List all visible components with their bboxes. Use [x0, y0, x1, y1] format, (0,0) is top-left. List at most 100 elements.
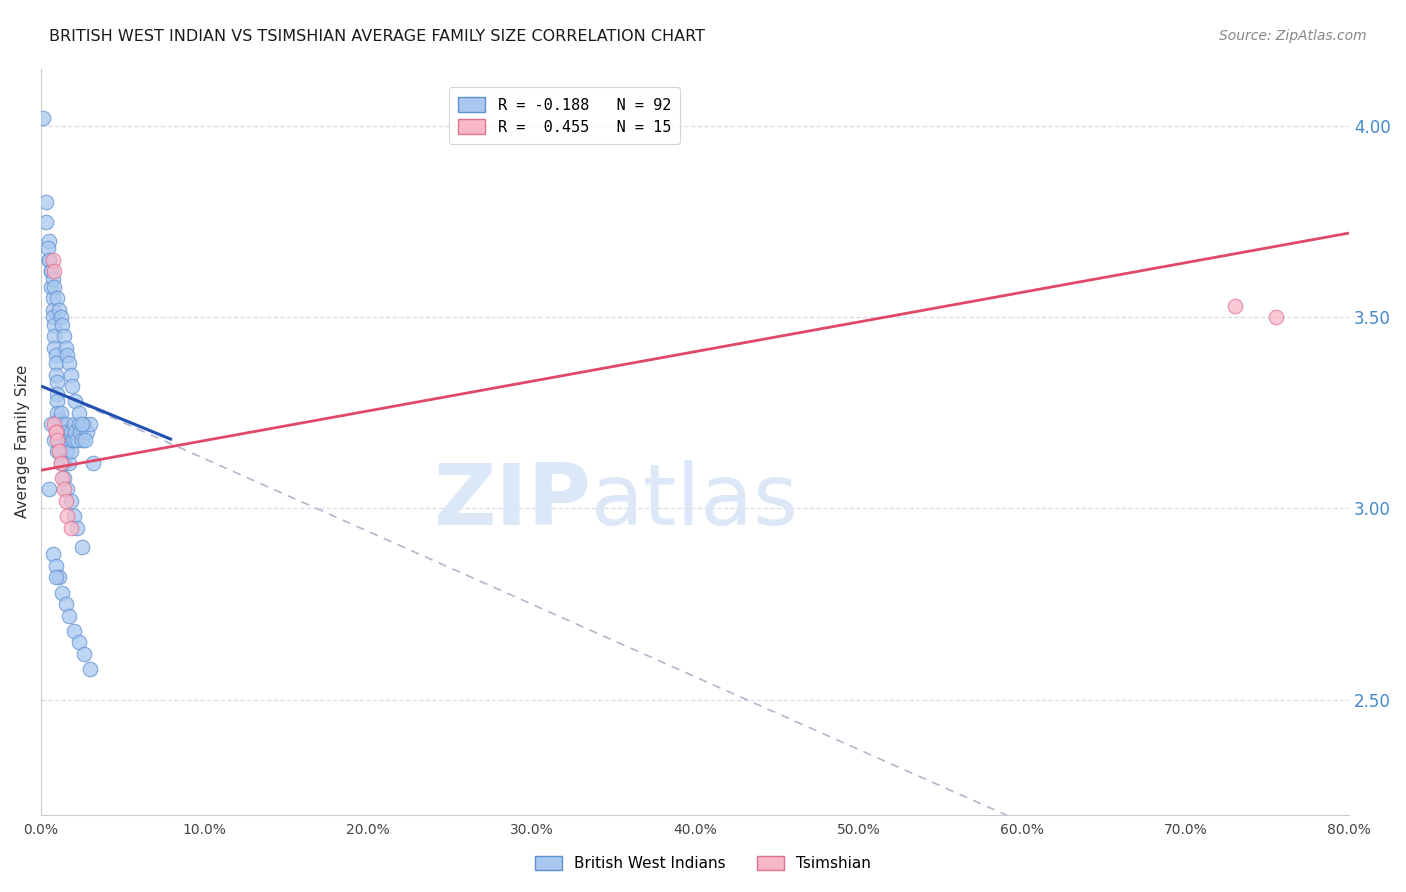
Point	[60, 379, 83, 393]
Point	[35, 195, 58, 210]
Point	[56, 509, 79, 524]
Point	[49, 456, 72, 470]
Point	[49, 417, 72, 432]
Point	[55, 433, 77, 447]
Point	[62, 624, 84, 638]
Point	[76, 425, 98, 439]
Point	[38, 234, 60, 248]
Point	[65, 425, 87, 439]
Point	[58, 608, 80, 623]
Point	[48, 425, 70, 439]
Point	[62, 433, 84, 447]
Point	[58, 433, 80, 447]
Text: BRITISH WEST INDIAN VS TSIMSHIAN AVERAGE FAMILY SIZE CORRELATION CHART: BRITISH WEST INDIAN VS TSIMSHIAN AVERAGE…	[49, 29, 706, 44]
Point	[35, 214, 58, 228]
Point	[41, 548, 63, 562]
Point	[48, 413, 70, 427]
Point	[51, 585, 73, 599]
Point	[62, 509, 84, 524]
Point	[39, 264, 62, 278]
Point	[62, 417, 84, 432]
Point	[55, 444, 77, 458]
Point	[44, 318, 66, 332]
Point	[51, 471, 73, 485]
Point	[46, 444, 69, 458]
Point	[1223, 299, 1246, 313]
Point	[45, 570, 67, 584]
Text: atlas: atlas	[591, 459, 799, 542]
Point	[48, 570, 70, 584]
Point	[46, 376, 69, 390]
Point	[46, 291, 69, 305]
Point	[53, 329, 76, 343]
Point	[44, 264, 66, 278]
Legend: British West Indians, Tsimshian: British West Indians, Tsimshian	[529, 850, 877, 877]
Point	[59, 493, 82, 508]
Point	[44, 341, 66, 355]
Point	[55, 493, 77, 508]
Point	[49, 406, 72, 420]
Point	[48, 444, 70, 458]
Text: Source: ZipAtlas.com: Source: ZipAtlas.com	[1219, 29, 1367, 43]
Point	[72, 647, 94, 661]
Point	[41, 252, 63, 267]
Text: ZIP: ZIP	[433, 459, 591, 542]
Point	[56, 444, 79, 458]
Point	[49, 310, 72, 325]
Point	[56, 425, 79, 439]
Point	[44, 433, 66, 447]
Point	[53, 433, 76, 447]
Point	[66, 520, 89, 534]
Point	[45, 368, 67, 382]
Point	[51, 318, 73, 332]
Point	[45, 558, 67, 573]
Point	[82, 456, 104, 470]
Point	[46, 386, 69, 401]
Point	[67, 635, 90, 649]
Point	[37, 241, 59, 255]
Point	[79, 417, 101, 432]
Point	[66, 433, 89, 447]
Point	[67, 417, 90, 432]
Point	[46, 406, 69, 420]
Point	[45, 425, 67, 439]
Point	[51, 444, 73, 458]
Point	[70, 417, 93, 432]
Point	[46, 433, 69, 447]
Point	[53, 471, 76, 485]
Point	[44, 279, 66, 293]
Point	[75, 433, 97, 447]
Point	[44, 417, 66, 432]
Point	[55, 341, 77, 355]
Point	[59, 425, 82, 439]
Point	[31, 112, 53, 126]
Legend: R = -0.188   N = 92, R =  0.455   N = 15: R = -0.188 N = 92, R = 0.455 N = 15	[449, 87, 681, 144]
Point	[39, 264, 62, 278]
Point	[48, 302, 70, 317]
Point	[45, 348, 67, 362]
Point	[49, 433, 72, 447]
Point	[55, 597, 77, 611]
Point	[1264, 310, 1286, 325]
Point	[39, 417, 62, 432]
Point	[41, 302, 63, 317]
Y-axis label: Average Family Size: Average Family Size	[15, 365, 30, 518]
Point	[41, 310, 63, 325]
Point	[69, 425, 91, 439]
Point	[44, 329, 66, 343]
Point	[72, 417, 94, 432]
Point	[38, 252, 60, 267]
Point	[46, 394, 69, 409]
Point	[53, 456, 76, 470]
Point	[45, 425, 67, 439]
Point	[53, 483, 76, 497]
Point	[65, 394, 87, 409]
Point	[48, 433, 70, 447]
Point	[39, 279, 62, 293]
Point	[41, 291, 63, 305]
Point	[56, 348, 79, 362]
Point	[55, 417, 77, 432]
Point	[38, 252, 60, 267]
Point	[38, 483, 60, 497]
Point	[59, 444, 82, 458]
